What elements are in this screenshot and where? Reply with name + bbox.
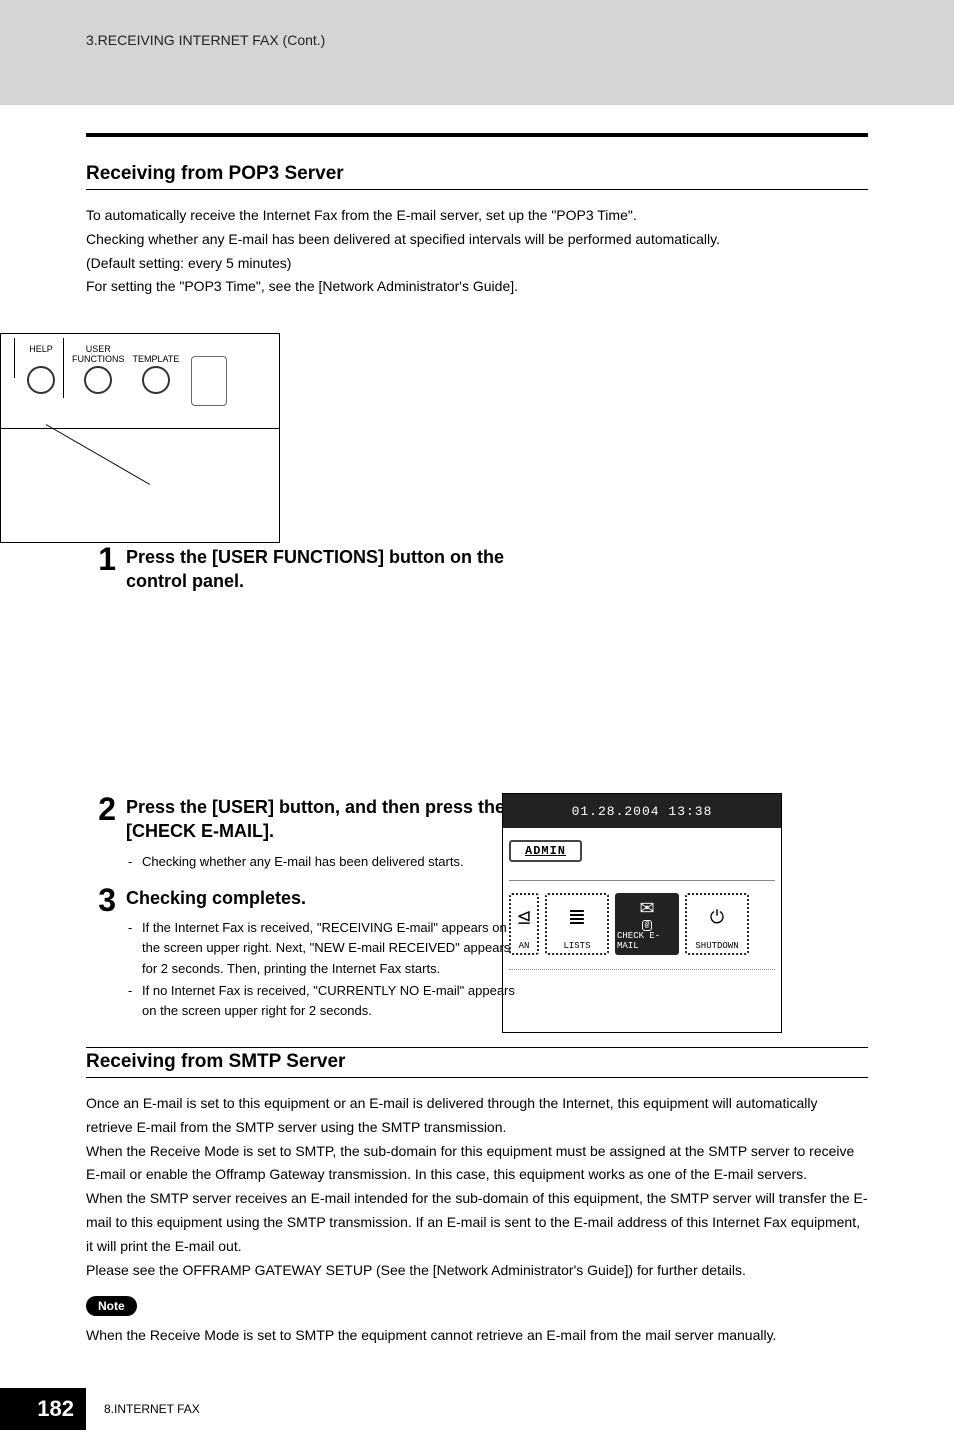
step-title: Press the [USER] button, and then press … xyxy=(126,795,526,844)
figure-control-panel: HELP USER FUNCTIONS TEMPLATE xyxy=(0,333,280,543)
step-number: 3 xyxy=(86,884,126,916)
template-button[interactable] xyxy=(142,366,170,394)
section-title-pop3: Receiving from POP3 Server xyxy=(86,163,868,190)
step-1: 1 Press the [USER FUNCTIONS] button on t… xyxy=(86,543,526,594)
smtp-para: When the Receive Mode is set to SMTP, th… xyxy=(86,1143,854,1183)
power-icon xyxy=(710,895,724,941)
page-header-banner: 3.RECEIVING INTERNET FAX (Cont.) xyxy=(0,0,954,105)
help-button[interactable] xyxy=(27,366,55,394)
smtp-para: Once an E-mail is set to this equipment … xyxy=(86,1095,817,1135)
page-content: 8 Receiving from POP3 Server To automati… xyxy=(0,105,954,1348)
step-number: 1 xyxy=(86,543,126,575)
step-number: 2 xyxy=(86,793,126,825)
step-3: 3 Checking completes. If the Internet Fa… xyxy=(86,884,526,1023)
page-number: 182 xyxy=(0,1388,86,1430)
intro-line: Checking whether any E-mail has been del… xyxy=(86,231,720,247)
smtp-para: Please see the OFFRAMP GATEWAY SETUP (Se… xyxy=(86,1262,746,1278)
figure-lcd-screen: 01.28.2004 13:38 ADMIN AN LISTS @ xyxy=(502,793,782,1033)
breadcrumb: 3.RECEIVING INTERNET FAX (Cont.) xyxy=(86,32,325,48)
panel-slot xyxy=(191,356,227,406)
step-title: Press the [USER FUNCTIONS] button on the… xyxy=(126,545,526,594)
step-detail-item: If no Internet Fax is received, "CURRENT… xyxy=(126,981,526,1021)
step-detail-item: Checking whether any E-mail has been del… xyxy=(126,852,526,872)
lcd-button-lists[interactable]: LISTS xyxy=(545,893,609,955)
help-button-group: HELP xyxy=(23,338,59,394)
lcd-timestamp: 01.28.2004 13:38 xyxy=(503,794,781,828)
lcd-button-shutdown[interactable]: SHUTDOWN xyxy=(685,893,749,955)
user-functions-label: USER FUNCTIONS xyxy=(72,344,125,364)
step-title: Checking completes. xyxy=(126,886,526,910)
lcd-button-check-email[interactable]: @ CHECK E-MAIL xyxy=(615,893,679,955)
envelope-icon xyxy=(639,895,654,922)
rule-thick xyxy=(86,133,868,137)
smtp-para: When the SMTP server receives an E-mail … xyxy=(86,1190,868,1254)
lcd-label: SHUTDOWN xyxy=(695,941,738,951)
steps-area: HELP USER FUNCTIONS TEMPLATE 1 xyxy=(86,333,868,1023)
intro-line: To automatically receive the Internet Fa… xyxy=(86,207,637,223)
template-button-group: TEMPLATE xyxy=(129,338,184,394)
at-icon: @ xyxy=(642,920,653,931)
step-2: 2 Press the [USER] button, and then pres… xyxy=(86,793,526,874)
lcd-label: CHECK E-MAIL xyxy=(617,931,677,951)
step-detail-item: If the Internet Fax is received, "RECEIV… xyxy=(126,918,526,978)
help-label: HELP xyxy=(27,344,55,364)
footer-chapter-label: 8.INTERNET FAX xyxy=(104,1402,200,1416)
intro-line: (Default setting: every 5 minutes) xyxy=(86,255,291,271)
note-body: When the Receive Mode is set to SMTP the… xyxy=(86,1324,868,1348)
user-functions-button[interactable] xyxy=(84,366,112,394)
lists-icon xyxy=(568,895,586,941)
lcd-label: LISTS xyxy=(563,941,590,951)
pointer-line xyxy=(46,424,150,485)
pop3-intro: To automatically receive the Internet Fa… xyxy=(86,204,868,299)
page-footer: 182 8.INTERNET FAX xyxy=(0,1348,954,1450)
smtp-body: Once an E-mail is set to this equipment … xyxy=(86,1092,868,1282)
user-functions-button-group: USER FUNCTIONS xyxy=(68,338,129,394)
template-label: TEMPLATE xyxy=(133,344,180,364)
note-label: Note xyxy=(86,1296,137,1316)
section-title-smtp: Receiving from SMTP Server xyxy=(86,1051,868,1078)
intro-line: For setting the "POP3 Time", see the [Ne… xyxy=(86,278,518,294)
